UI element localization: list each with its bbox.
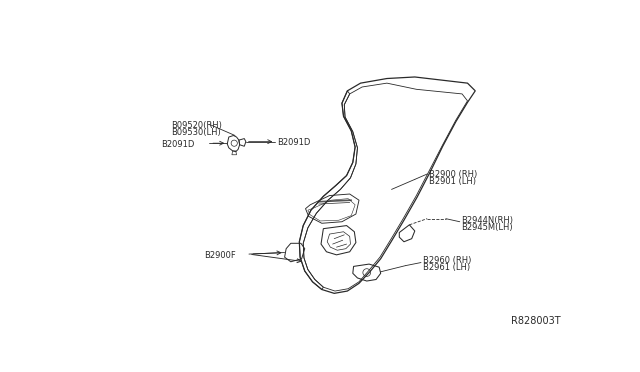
Text: B2961 (LH): B2961 (LH): [422, 263, 470, 272]
Text: B2900F: B2900F: [204, 251, 236, 260]
Text: B2091D: B2091D: [278, 138, 311, 147]
Text: B2960 (RH): B2960 (RH): [422, 256, 471, 265]
Text: B2944N(RH): B2944N(RH): [461, 216, 513, 225]
Text: B09520(RH): B09520(RH): [172, 121, 222, 130]
Text: B2945M(LH): B2945M(LH): [461, 222, 513, 231]
Text: B2091D: B2091D: [161, 140, 195, 149]
Text: R828003T: R828003T: [511, 316, 561, 326]
Text: B2900 (RH): B2900 (RH): [429, 170, 477, 179]
Text: B2901 (LH): B2901 (LH): [429, 177, 476, 186]
Text: B09530(LH): B09530(LH): [172, 128, 221, 137]
